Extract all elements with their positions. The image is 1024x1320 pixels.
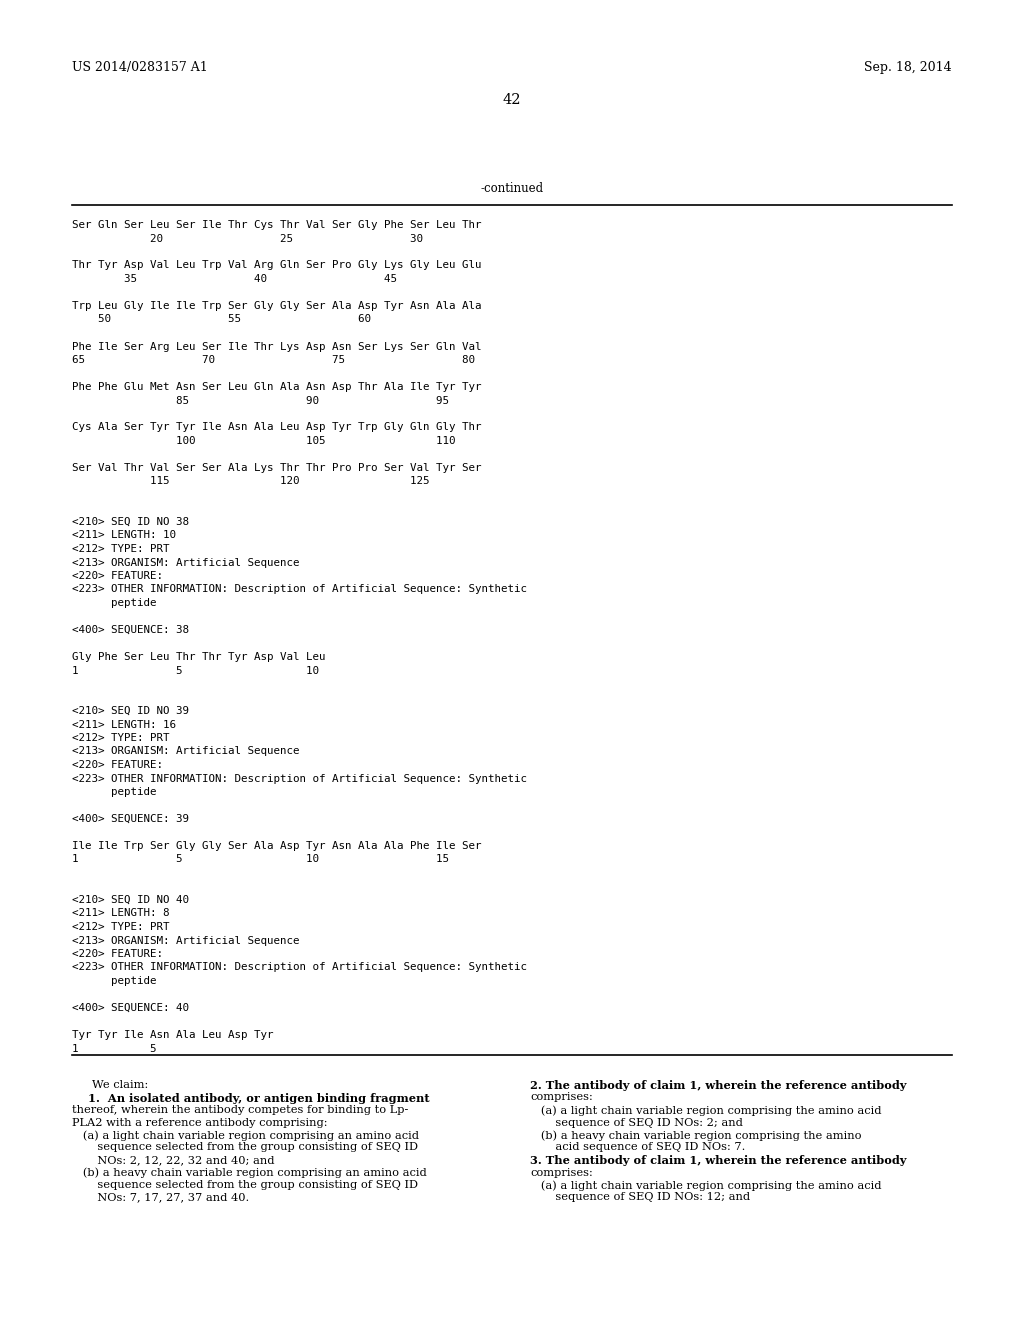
Text: 50                  55                  60: 50 55 60 bbox=[72, 314, 488, 325]
Text: Thr Tyr Asp Val Leu Trp Val Arg Gln Ser Pro Gly Lys Gly Leu Glu: Thr Tyr Asp Val Leu Trp Val Arg Gln Ser … bbox=[72, 260, 481, 271]
Text: 1               5                   10                  15: 1 5 10 15 bbox=[72, 854, 488, 865]
Text: Cys Ala Ser Tyr Tyr Ile Asn Ala Leu Asp Tyr Trp Gly Gln Gly Thr: Cys Ala Ser Tyr Tyr Ile Asn Ala Leu Asp … bbox=[72, 422, 481, 433]
Text: comprises:: comprises: bbox=[530, 1093, 593, 1102]
Text: sequence of SEQ ID NOs: 12; and: sequence of SEQ ID NOs: 12; and bbox=[530, 1192, 751, 1203]
Text: 1.  An isolated antibody, or antigen binding fragment: 1. An isolated antibody, or antigen bind… bbox=[72, 1093, 430, 1104]
Text: thereof, wherein the antibody competes for binding to Lp-: thereof, wherein the antibody competes f… bbox=[72, 1105, 409, 1115]
Text: acid sequence of SEQ ID NOs: 7.: acid sequence of SEQ ID NOs: 7. bbox=[530, 1143, 745, 1152]
Text: <211> LENGTH: 16: <211> LENGTH: 16 bbox=[72, 719, 176, 730]
Text: 1               5                   10: 1 5 10 bbox=[72, 665, 332, 676]
Text: peptide: peptide bbox=[72, 975, 157, 986]
Text: Sep. 18, 2014: Sep. 18, 2014 bbox=[864, 62, 952, 74]
Text: 65                  70                  75                  80: 65 70 75 80 bbox=[72, 355, 488, 366]
Text: 1           5: 1 5 bbox=[72, 1044, 280, 1053]
Text: <210> SEQ ID NO 39: <210> SEQ ID NO 39 bbox=[72, 706, 189, 715]
Text: 42: 42 bbox=[503, 92, 521, 107]
Text: <212> TYPE: PRT: <212> TYPE: PRT bbox=[72, 921, 170, 932]
Text: <213> ORGANISM: Artificial Sequence: <213> ORGANISM: Artificial Sequence bbox=[72, 936, 299, 945]
Text: <213> ORGANISM: Artificial Sequence: <213> ORGANISM: Artificial Sequence bbox=[72, 747, 299, 756]
Text: <213> ORGANISM: Artificial Sequence: <213> ORGANISM: Artificial Sequence bbox=[72, 557, 299, 568]
Text: <211> LENGTH: 8: <211> LENGTH: 8 bbox=[72, 908, 170, 919]
Text: 85                  90                  95: 85 90 95 bbox=[72, 396, 488, 405]
Text: Phe Ile Ser Arg Leu Ser Ile Thr Lys Asp Asn Ser Lys Ser Gln Val: Phe Ile Ser Arg Leu Ser Ile Thr Lys Asp … bbox=[72, 342, 481, 351]
Text: sequence of SEQ ID NOs: 2; and: sequence of SEQ ID NOs: 2; and bbox=[530, 1118, 742, 1127]
Text: NOs: 7, 17, 27, 37 and 40.: NOs: 7, 17, 27, 37 and 40. bbox=[72, 1192, 249, 1203]
Text: <400> SEQUENCE: 40: <400> SEQUENCE: 40 bbox=[72, 1003, 189, 1012]
Text: 35                  40                  45: 35 40 45 bbox=[72, 275, 488, 284]
Text: peptide: peptide bbox=[72, 787, 157, 797]
Text: (a) a light chain variable region comprising an amino acid: (a) a light chain variable region compri… bbox=[72, 1130, 419, 1140]
Text: <223> OTHER INFORMATION: Description of Artificial Sequence: Synthetic: <223> OTHER INFORMATION: Description of … bbox=[72, 585, 527, 594]
Text: (b) a heavy chain variable region comprising an amino acid: (b) a heavy chain variable region compri… bbox=[72, 1167, 427, 1177]
Text: 3. The antibody of claim 1, wherein the reference antibody: 3. The antibody of claim 1, wherein the … bbox=[530, 1155, 906, 1166]
Text: sequence selected from the group consisting of SEQ ID: sequence selected from the group consist… bbox=[72, 1143, 418, 1152]
Text: Ser Val Thr Val Ser Ser Ala Lys Thr Thr Pro Pro Ser Val Tyr Ser: Ser Val Thr Val Ser Ser Ala Lys Thr Thr … bbox=[72, 463, 481, 473]
Text: We claim:: We claim: bbox=[92, 1080, 148, 1090]
Text: 2. The antibody of claim 1, wherein the reference antibody: 2. The antibody of claim 1, wherein the … bbox=[530, 1080, 906, 1092]
Text: peptide: peptide bbox=[72, 598, 157, 609]
Text: <220> FEATURE:: <220> FEATURE: bbox=[72, 760, 163, 770]
Text: US 2014/0283157 A1: US 2014/0283157 A1 bbox=[72, 62, 208, 74]
Text: Trp Leu Gly Ile Ile Trp Ser Gly Gly Ser Ala Asp Tyr Asn Ala Ala: Trp Leu Gly Ile Ile Trp Ser Gly Gly Ser … bbox=[72, 301, 481, 312]
Text: comprises:: comprises: bbox=[530, 1167, 593, 1177]
Text: <210> SEQ ID NO 40: <210> SEQ ID NO 40 bbox=[72, 895, 189, 906]
Text: 20                  25                  30: 20 25 30 bbox=[72, 234, 488, 243]
Text: <223> OTHER INFORMATION: Description of Artificial Sequence: Synthetic: <223> OTHER INFORMATION: Description of … bbox=[72, 962, 527, 973]
Text: sequence selected from the group consisting of SEQ ID: sequence selected from the group consist… bbox=[72, 1180, 418, 1191]
Text: <212> TYPE: PRT: <212> TYPE: PRT bbox=[72, 733, 170, 743]
Text: (a) a light chain variable region comprising the amino acid: (a) a light chain variable region compri… bbox=[530, 1105, 882, 1115]
Text: Tyr Tyr Ile Asn Ala Leu Asp Tyr: Tyr Tyr Ile Asn Ala Leu Asp Tyr bbox=[72, 1030, 273, 1040]
Text: 115                 120                 125: 115 120 125 bbox=[72, 477, 488, 487]
Text: <212> TYPE: PRT: <212> TYPE: PRT bbox=[72, 544, 170, 554]
Text: (a) a light chain variable region comprising the amino acid: (a) a light chain variable region compri… bbox=[530, 1180, 882, 1191]
Text: 100                 105                 110: 100 105 110 bbox=[72, 436, 488, 446]
Text: -continued: -continued bbox=[480, 182, 544, 195]
Text: NOs: 2, 12, 22, 32 and 40; and: NOs: 2, 12, 22, 32 and 40; and bbox=[72, 1155, 274, 1166]
Text: <400> SEQUENCE: 39: <400> SEQUENCE: 39 bbox=[72, 814, 189, 824]
Text: <400> SEQUENCE: 38: <400> SEQUENCE: 38 bbox=[72, 624, 189, 635]
Text: <223> OTHER INFORMATION: Description of Artificial Sequence: Synthetic: <223> OTHER INFORMATION: Description of … bbox=[72, 774, 527, 784]
Text: <220> FEATURE:: <220> FEATURE: bbox=[72, 949, 163, 960]
Text: Ile Ile Trp Ser Gly Gly Ser Ala Asp Tyr Asn Ala Ala Phe Ile Ser: Ile Ile Trp Ser Gly Gly Ser Ala Asp Tyr … bbox=[72, 841, 481, 851]
Text: <220> FEATURE:: <220> FEATURE: bbox=[72, 572, 163, 581]
Text: <210> SEQ ID NO 38: <210> SEQ ID NO 38 bbox=[72, 517, 189, 527]
Text: Ser Gln Ser Leu Ser Ile Thr Cys Thr Val Ser Gly Phe Ser Leu Thr: Ser Gln Ser Leu Ser Ile Thr Cys Thr Val … bbox=[72, 220, 481, 230]
Text: Gly Phe Ser Leu Thr Thr Tyr Asp Val Leu: Gly Phe Ser Leu Thr Thr Tyr Asp Val Leu bbox=[72, 652, 326, 663]
Text: PLA2 with a reference antibody comprising:: PLA2 with a reference antibody comprisin… bbox=[72, 1118, 328, 1127]
Text: (b) a heavy chain variable region comprising the amino: (b) a heavy chain variable region compri… bbox=[530, 1130, 861, 1140]
Text: <211> LENGTH: 10: <211> LENGTH: 10 bbox=[72, 531, 176, 540]
Text: Phe Phe Glu Met Asn Ser Leu Gln Ala Asn Asp Thr Ala Ile Tyr Tyr: Phe Phe Glu Met Asn Ser Leu Gln Ala Asn … bbox=[72, 381, 481, 392]
